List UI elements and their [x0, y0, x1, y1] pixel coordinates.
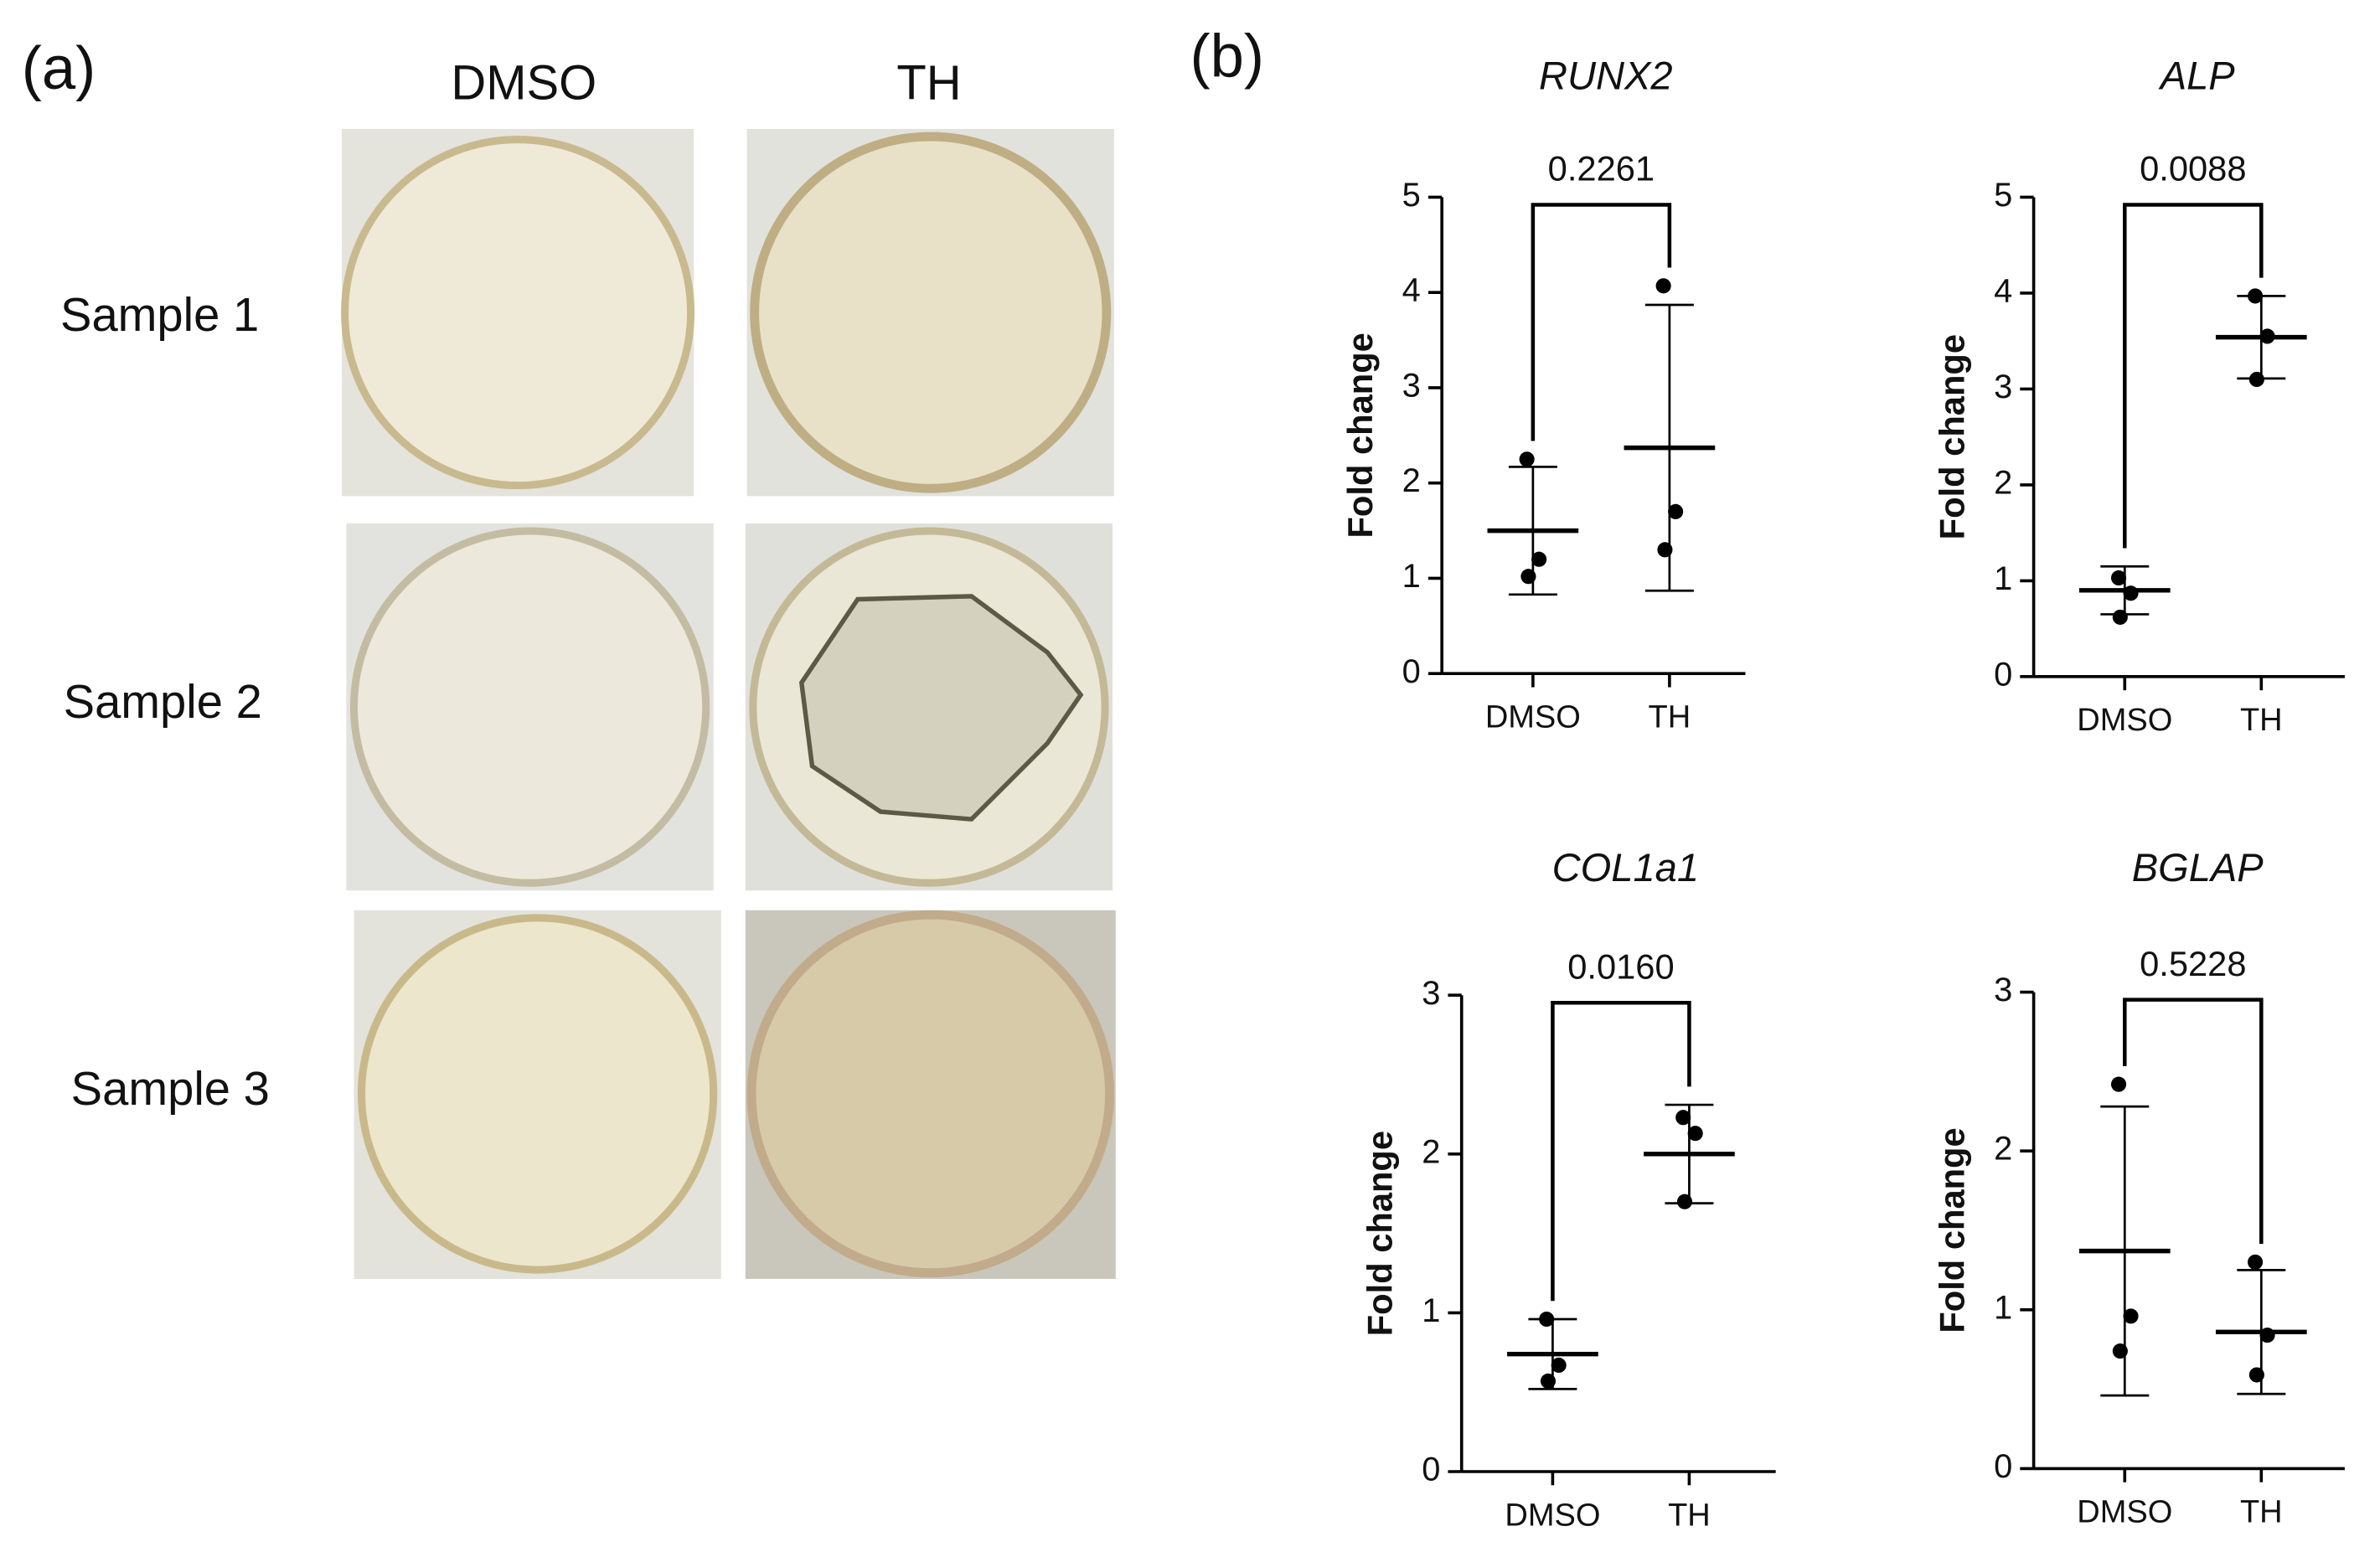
cell-sheet — [798, 594, 1084, 822]
data-point — [2259, 1328, 2275, 1343]
y-tick-label: 4 — [1994, 272, 2012, 309]
column-header: TH — [896, 57, 961, 111]
y-tick-label: 1 — [1402, 558, 1421, 595]
data-point — [1657, 542, 1673, 558]
y-tick-label: 3 — [1994, 369, 2012, 405]
data-point — [1531, 551, 1547, 567]
y-tick-label: 2 — [1402, 462, 1421, 499]
y-tick-label: 0 — [1422, 1451, 1440, 1488]
data-point — [1668, 503, 1684, 519]
y-tick-label: 4 — [1402, 272, 1421, 309]
x-tick-label: DMSO — [1505, 1498, 1600, 1533]
y-tick-label: 3 — [1422, 975, 1440, 1012]
panel-label: (b) — [1190, 23, 1264, 90]
row-label: Sample 3 — [71, 1062, 270, 1115]
y-tick-label: 5 — [1402, 177, 1421, 214]
data-point — [2248, 1254, 2264, 1270]
data-point — [2123, 585, 2139, 601]
well — [357, 914, 718, 1274]
x-tick-label: DMSO — [2077, 1495, 2172, 1530]
data-point — [1676, 1194, 1693, 1209]
significance-bracket — [2123, 203, 2264, 549]
data-point — [1687, 1126, 1703, 1142]
chart-title: BGLAP — [2132, 845, 2264, 889]
y-tick-label: 5 — [1994, 177, 2012, 214]
y-tick-label: 1 — [1422, 1292, 1440, 1329]
y-axis-label: Fold change — [1932, 1127, 1971, 1333]
data-point — [1655, 278, 1671, 294]
column-header: DMSO — [451, 57, 596, 111]
x-tick-label: TH — [1668, 1498, 1711, 1533]
data-point — [2123, 1308, 2139, 1324]
chart-title: ALP — [2158, 54, 2236, 98]
data-point — [2110, 570, 2127, 586]
data-point — [2112, 1343, 2128, 1359]
well — [349, 527, 710, 887]
data-point — [2248, 371, 2264, 388]
data-point — [1540, 1373, 1557, 1389]
row-label: Sample 1 — [60, 288, 259, 341]
p-value: 0.2261 — [1548, 149, 1655, 188]
well — [750, 131, 1112, 493]
y-tick-label: 0 — [1402, 653, 1421, 690]
y-tick-label: 1 — [1994, 1289, 2012, 1326]
x-tick-label: DMSO — [1485, 700, 1581, 735]
y-axis-label: Fold change — [1360, 1131, 1400, 1336]
y-tick-label: 0 — [1994, 1448, 2012, 1485]
chart-title: RUNX2 — [1539, 54, 1673, 98]
x-tick-label: TH — [2240, 1495, 2283, 1530]
x-tick-label: DMSO — [2077, 703, 2172, 738]
significance-bracket — [2123, 998, 2264, 1245]
p-value: 0.5228 — [2140, 944, 2246, 983]
data-point — [1675, 1110, 1691, 1126]
data-point — [2259, 328, 2275, 344]
p-value: 0.0160 — [1567, 946, 1674, 986]
data-point — [2112, 609, 2128, 625]
data-point — [2248, 1367, 2264, 1383]
y-tick-label: 1 — [1994, 560, 2012, 597]
data-point — [1519, 451, 1535, 467]
data-point — [2248, 288, 2264, 304]
data-point — [1520, 569, 1536, 585]
data-point — [2110, 1076, 2127, 1092]
y-tick-label: 2 — [1422, 1133, 1440, 1170]
y-axis-label: Fold change — [1932, 334, 1971, 539]
panel-label: (a) — [22, 34, 96, 102]
row-label: Sample 2 — [64, 675, 262, 728]
photos — [341, 128, 1116, 1279]
x-tick-label: TH — [2240, 703, 2283, 738]
data-point — [1539, 1311, 1555, 1328]
significance-bracket — [1551, 1001, 1691, 1302]
y-axis-label: Fold change — [1340, 333, 1380, 538]
y-tick-label: 3 — [1994, 972, 2012, 1008]
chart-title: COL1a1 — [1552, 845, 1699, 889]
y-tick-label: 0 — [1994, 656, 2012, 693]
x-tick-label: TH — [1649, 700, 1691, 735]
p-value: 0.0088 — [2140, 149, 2246, 188]
significance-bracket — [1531, 203, 1672, 441]
well — [341, 136, 695, 490]
data-point — [1551, 1357, 1567, 1374]
well — [746, 910, 1114, 1278]
y-tick-label: 2 — [1994, 464, 2012, 501]
y-tick-label: 2 — [1994, 1131, 2012, 1168]
y-tick-label: 3 — [1402, 368, 1421, 405]
